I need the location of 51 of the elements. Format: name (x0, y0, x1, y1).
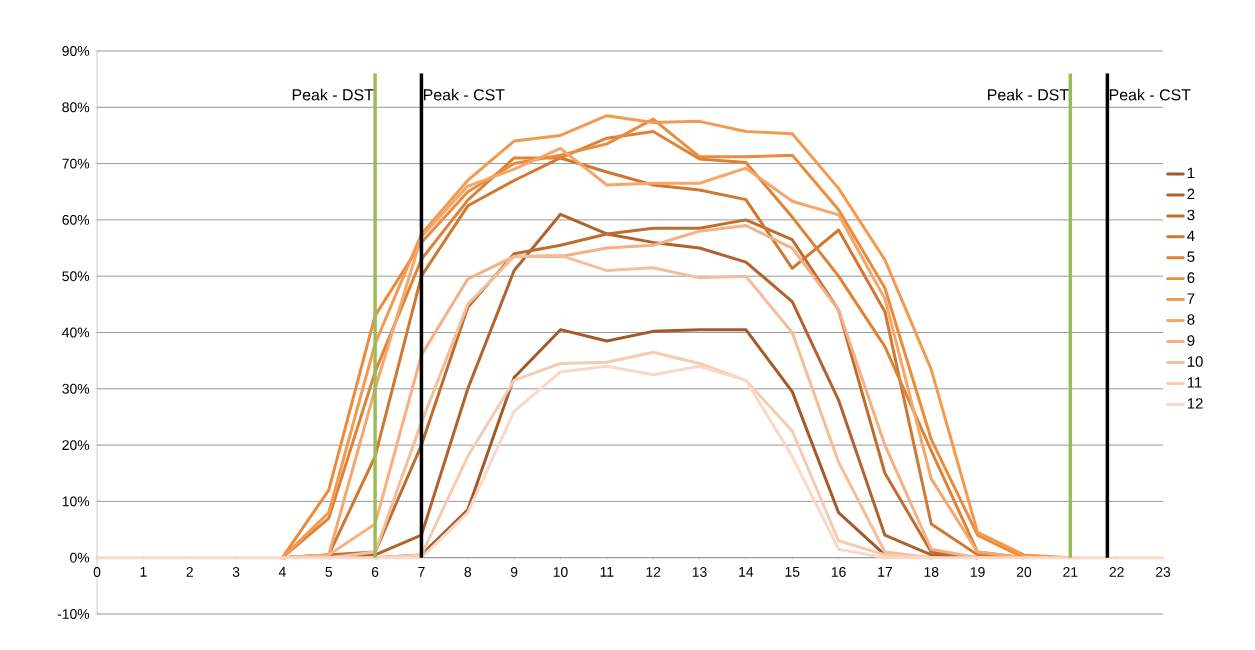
x-tick-label: 18 (924, 567, 939, 577)
x-tick-label: 7 (418, 567, 425, 577)
legend-label: 11 (1187, 377, 1202, 388)
y-tick-label: 70% (62, 158, 90, 169)
x-tick-label: 8 (464, 567, 472, 577)
x-tick-label: 20 (1016, 567, 1032, 577)
x-tick-label: 2 (186, 567, 193, 577)
y-tick-label: 90% (62, 46, 90, 56)
x-tick-label: 14 (739, 567, 754, 577)
x-tick-label: 0 (93, 567, 101, 577)
legend-label: 12 (1187, 398, 1203, 409)
x-tick-label: 1 (140, 567, 147, 577)
ref-line-label: Peak - DST (292, 88, 374, 101)
legend-label: 10 (1187, 356, 1203, 367)
legend-label: 5 (1187, 251, 1195, 262)
legend-label: 3 (1187, 209, 1195, 221)
x-tick-label: 15 (785, 567, 800, 577)
x-tick-label: 23 (1155, 567, 1171, 577)
x-tick-label: 5 (325, 567, 333, 577)
legend-label: 6 (1187, 272, 1195, 283)
y-tick-label: 60% (62, 214, 90, 225)
y-tick-label: 10% (62, 496, 90, 507)
y-tick-label: 20% (62, 440, 90, 451)
x-tick-label: 9 (510, 567, 518, 577)
x-tick-label: 17 (878, 567, 892, 577)
y-tick-label: 50% (62, 271, 90, 282)
x-tick-label: 13 (692, 567, 707, 577)
y-tick-label: 40% (62, 327, 90, 338)
legend-label: 8 (1187, 314, 1195, 325)
legend-label: 4 (1187, 230, 1195, 241)
x-tick-label: 11 (600, 567, 614, 577)
x-tick-label: 4 (278, 567, 286, 577)
x-tick-label: 16 (831, 567, 846, 577)
ref-line-label: Peak - DST (988, 88, 1069, 101)
x-tick-label: 22 (1109, 567, 1124, 577)
y-tick-label: 80% (62, 102, 90, 113)
y-tick-label: -10% (57, 609, 90, 619)
y-tick-label: 0% (70, 552, 90, 563)
x-tick-label: 19 (970, 567, 985, 577)
legend-label: 1 (1187, 167, 1195, 179)
x-tick-label: 21 (1063, 567, 1078, 577)
legend-label: 7 (1187, 293, 1195, 304)
x-tick-label: 10 (553, 567, 568, 577)
legend-label: 9 (1187, 335, 1195, 346)
x-tick-label: 3 (232, 567, 240, 577)
x-tick-label: 12 (646, 567, 661, 577)
y-tick-label: 30% (62, 383, 90, 394)
legend-label: 2 (1187, 188, 1195, 200)
ref-line-label: Peak - CST (1109, 88, 1191, 101)
x-tick-label: 6 (371, 567, 379, 577)
ref-line-label: Peak - CST (423, 88, 505, 101)
